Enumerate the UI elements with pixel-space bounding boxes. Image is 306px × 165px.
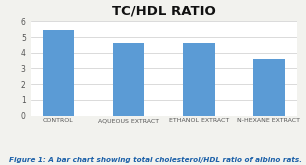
- Bar: [43, 30, 74, 116]
- Bar: [253, 59, 285, 116]
- Bar: [183, 43, 215, 116]
- Bar: [113, 43, 144, 116]
- Text: Figure 1: A bar chart showing total cholesterol/HDL ratio of albino rats.: Figure 1: A bar chart showing total chol…: [9, 157, 302, 163]
- Title: TC/HDL RATIO: TC/HDL RATIO: [112, 4, 216, 17]
